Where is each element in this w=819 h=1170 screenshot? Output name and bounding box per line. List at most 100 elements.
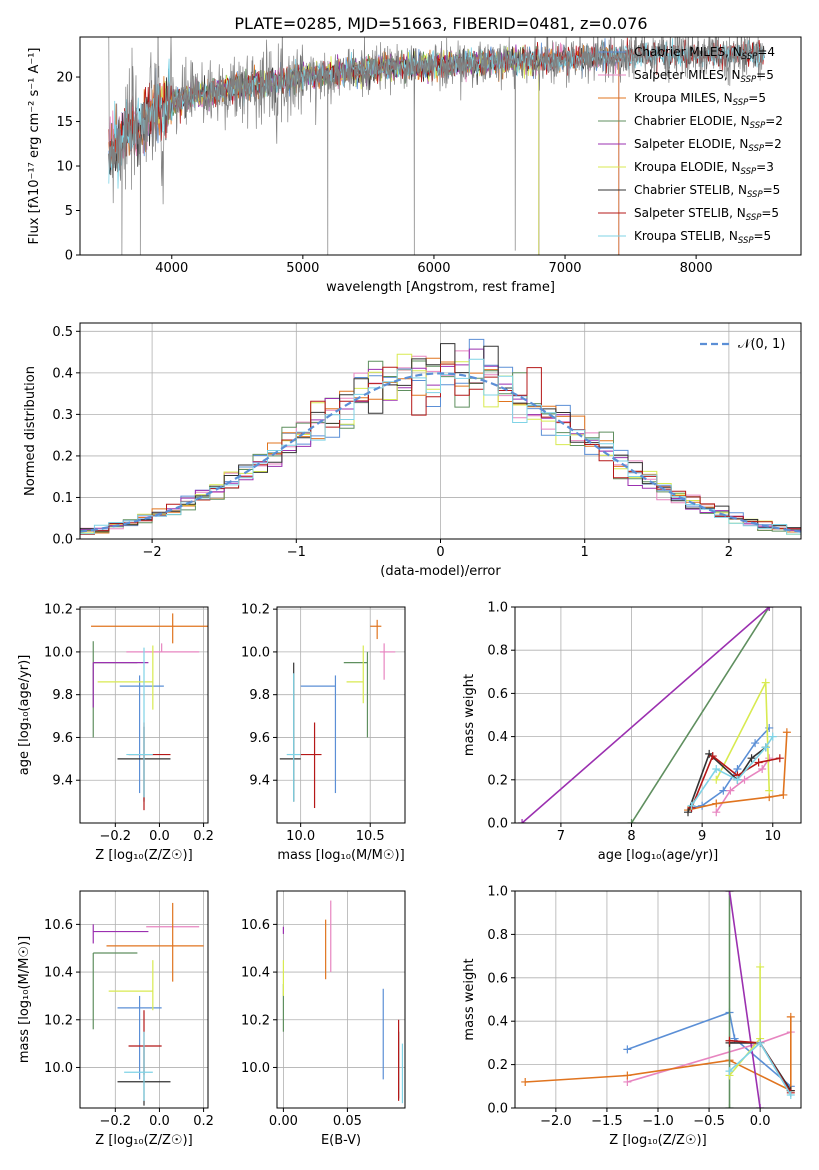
y-axis-label: mass [log₁₀(M/M☉)]: [17, 936, 32, 1063]
weight-marker: [758, 765, 767, 773]
model-line-kroupa_stelib: [108, 38, 765, 189]
weight-series-chabrier_miles: [687, 723, 774, 812]
y-tick-label: 0.4: [487, 730, 508, 745]
weight-series-salpeter_elodie: [518, 607, 774, 823]
legend-label-salpeter_stelib: Salpeter STELIB, NSSP=5: [634, 206, 779, 223]
y-tick-label: 20: [56, 71, 73, 86]
y-tick-label: 0: [65, 249, 73, 264]
weight-series-kroupa_stelib: [687, 732, 777, 810]
axes-frame: [514, 890, 802, 1109]
errorbar-kroupa_elodie: [108, 960, 154, 1011]
y-tick-label: 9.8: [249, 688, 270, 703]
errorbar-kroupa_elodie: [346, 645, 364, 704]
weight-marker: [754, 758, 763, 767]
x-axis-label: mass [log₁₀(M/M☉)]: [277, 848, 404, 863]
x-tick-label: 0: [436, 545, 444, 560]
x-tick-label: 0.2: [193, 829, 214, 844]
x-tick-label: −0.2: [100, 1114, 132, 1129]
y-tick-label: 0.3: [52, 408, 73, 423]
weight-marker: [712, 808, 721, 817]
y-tick-label: 10: [56, 160, 73, 175]
x-tick-label: 1: [581, 545, 589, 560]
weight-marker: [719, 786, 728, 795]
weight-marker: [740, 775, 749, 784]
y-tick-label: 10.0: [44, 645, 73, 660]
errorbar-salpeter_miles: [379, 643, 396, 680]
y-axis-label: age [log₁₀(age/yr)]: [17, 655, 32, 776]
panel-age_vs_Z: −0.2 0.0 0.2 9.4 9.6 9.8 10.0 10.2 Z [log₁₀(Z/Z☉…: [17, 603, 214, 863]
x-axis-label: Z [log₁₀(Z/Z☉)]: [95, 1133, 192, 1148]
y-axis-label: Flux [fλ10⁻¹⁷ erg cm⁻² s⁻¹ A⁻¹]: [27, 48, 42, 245]
plot-area: [521, 891, 795, 1108]
panel-weight_vs_age: 7 8 9 10 0.0 0.2 0.4 0.6 0.8 1.0 age [log₁₀(age/yr…: [462, 601, 802, 863]
y-tick-label: 0.0: [52, 533, 73, 548]
x-tick-label: 8: [627, 829, 635, 844]
x-tick-label: 0.05: [333, 1114, 362, 1129]
y-tick-label: 0.4: [52, 366, 73, 381]
y-tick-label: 9.4: [52, 774, 73, 789]
legend-label-salpeter_miles: Salpeter MILES, NSSP=5: [634, 68, 774, 85]
panel-mass_vs_Z: −0.2 0.0 0.2 10.0 10.2 10.4 10.6 Z [log₁₀(Z/Z☉)…: [17, 890, 214, 1148]
weight-marker: [765, 786, 774, 795]
y-tick-label: 9.6: [52, 731, 73, 746]
y-tick-label: 10.4: [44, 966, 73, 981]
weight-marker: [782, 728, 791, 737]
histogram-kroupa_stelib: [80, 358, 801, 539]
panel-residuals: −2 −1 0 1 2 0.0 0.1 0.2 0.3 0.4 0.5 (data-model)/er…: [23, 322, 802, 579]
x-tick-label: 7: [557, 829, 565, 844]
errorbar-kroupa_miles: [91, 613, 208, 644]
legend-label-kroupa_elodie: Kroupa ELODIE, NSSP=3: [634, 160, 774, 177]
panel-mass_vs_EBV: 0.00 0.05 10.0 10.2 10.4 10.6 E(B-V): [241, 890, 406, 1148]
weight-line: [627, 1011, 792, 1087]
y-tick-label: 0.2: [487, 1058, 508, 1073]
weight-marker: [687, 801, 696, 810]
weight-marker: [775, 754, 784, 763]
gaussian-reference-line: [80, 372, 801, 533]
weight-series-kroupa_miles: [684, 728, 791, 815]
y-tick-label: 10.2: [241, 603, 270, 618]
errorbar-kroupa_stelib: [126, 647, 153, 798]
panel-spectrum: 4000 5000 6000 7000 8000 0 5 10 15 20 wavelength […: [27, 36, 802, 295]
x-tick-label: 5000: [286, 261, 319, 276]
y-tick-label: 9.6: [249, 731, 270, 746]
legend-label-chabrier_miles: Chabrier MILES, NSSP=4: [634, 45, 775, 62]
weight-marker: [756, 1038, 765, 1047]
weight-marker: [623, 1045, 632, 1054]
axes-frame: [276, 606, 406, 824]
y-tick-label: 0.2: [487, 773, 508, 788]
panel-age_vs_mass: 10.0 10.5 9.4 9.6 9.8 10.0 10.2 mass [log₁₀(M/M…: [241, 603, 406, 863]
residuals-legend: 𝒩(0, 1): [700, 337, 785, 352]
weight-marker: [779, 790, 788, 799]
weight-marker: [623, 1071, 632, 1080]
weight-marker: [712, 765, 721, 773]
weight-marker: [765, 607, 774, 611]
weight-marker: [725, 1104, 734, 1108]
errorbar-salpeter_stelib: [300, 722, 322, 809]
y-axis-label: Normed distribution: [23, 366, 38, 496]
weight-marker: [627, 819, 636, 823]
x-tick-label: −0.5: [693, 1114, 725, 1129]
spectrum-legend: Chabrier MILES, NSSP=4 Salpeter MILES, NS…: [598, 45, 783, 246]
x-tick-label: −1.5: [591, 1114, 623, 1129]
legend-label-kroupa_miles: Kroupa MILES, NSSP=5: [634, 91, 766, 108]
y-axis-label: mass weight: [462, 674, 477, 756]
y-axis-label: mass weight: [462, 958, 477, 1040]
errorbar-chabrier_miles: [117, 995, 162, 1080]
x-tick-label: 0.2: [193, 1114, 214, 1129]
x-tick-label: −0.2: [100, 829, 132, 844]
axes-frame: [79, 322, 802, 540]
y-tick-label: 0.6: [487, 687, 508, 702]
y-tick-label: 0.6: [487, 971, 508, 986]
errorbar-salpeter_miles: [126, 643, 200, 653]
x-tick-label: 8000: [680, 261, 713, 276]
x-tick-label: −2.0: [540, 1114, 572, 1129]
x-tick-label: 7000: [548, 261, 581, 276]
y-tick-label: 0.2: [52, 449, 73, 464]
errorbar-salpeter_elodie: [92, 924, 149, 944]
x-tick-label: 4000: [155, 261, 188, 276]
weight-marker: [756, 1104, 765, 1108]
x-axis-label: Z [log₁₀(Z/Z☉)]: [95, 848, 192, 863]
x-axis-label: E(B-V): [321, 1133, 361, 1148]
weight-marker: [761, 678, 770, 687]
weight-series-salpeter_stelib: [687, 752, 784, 812]
